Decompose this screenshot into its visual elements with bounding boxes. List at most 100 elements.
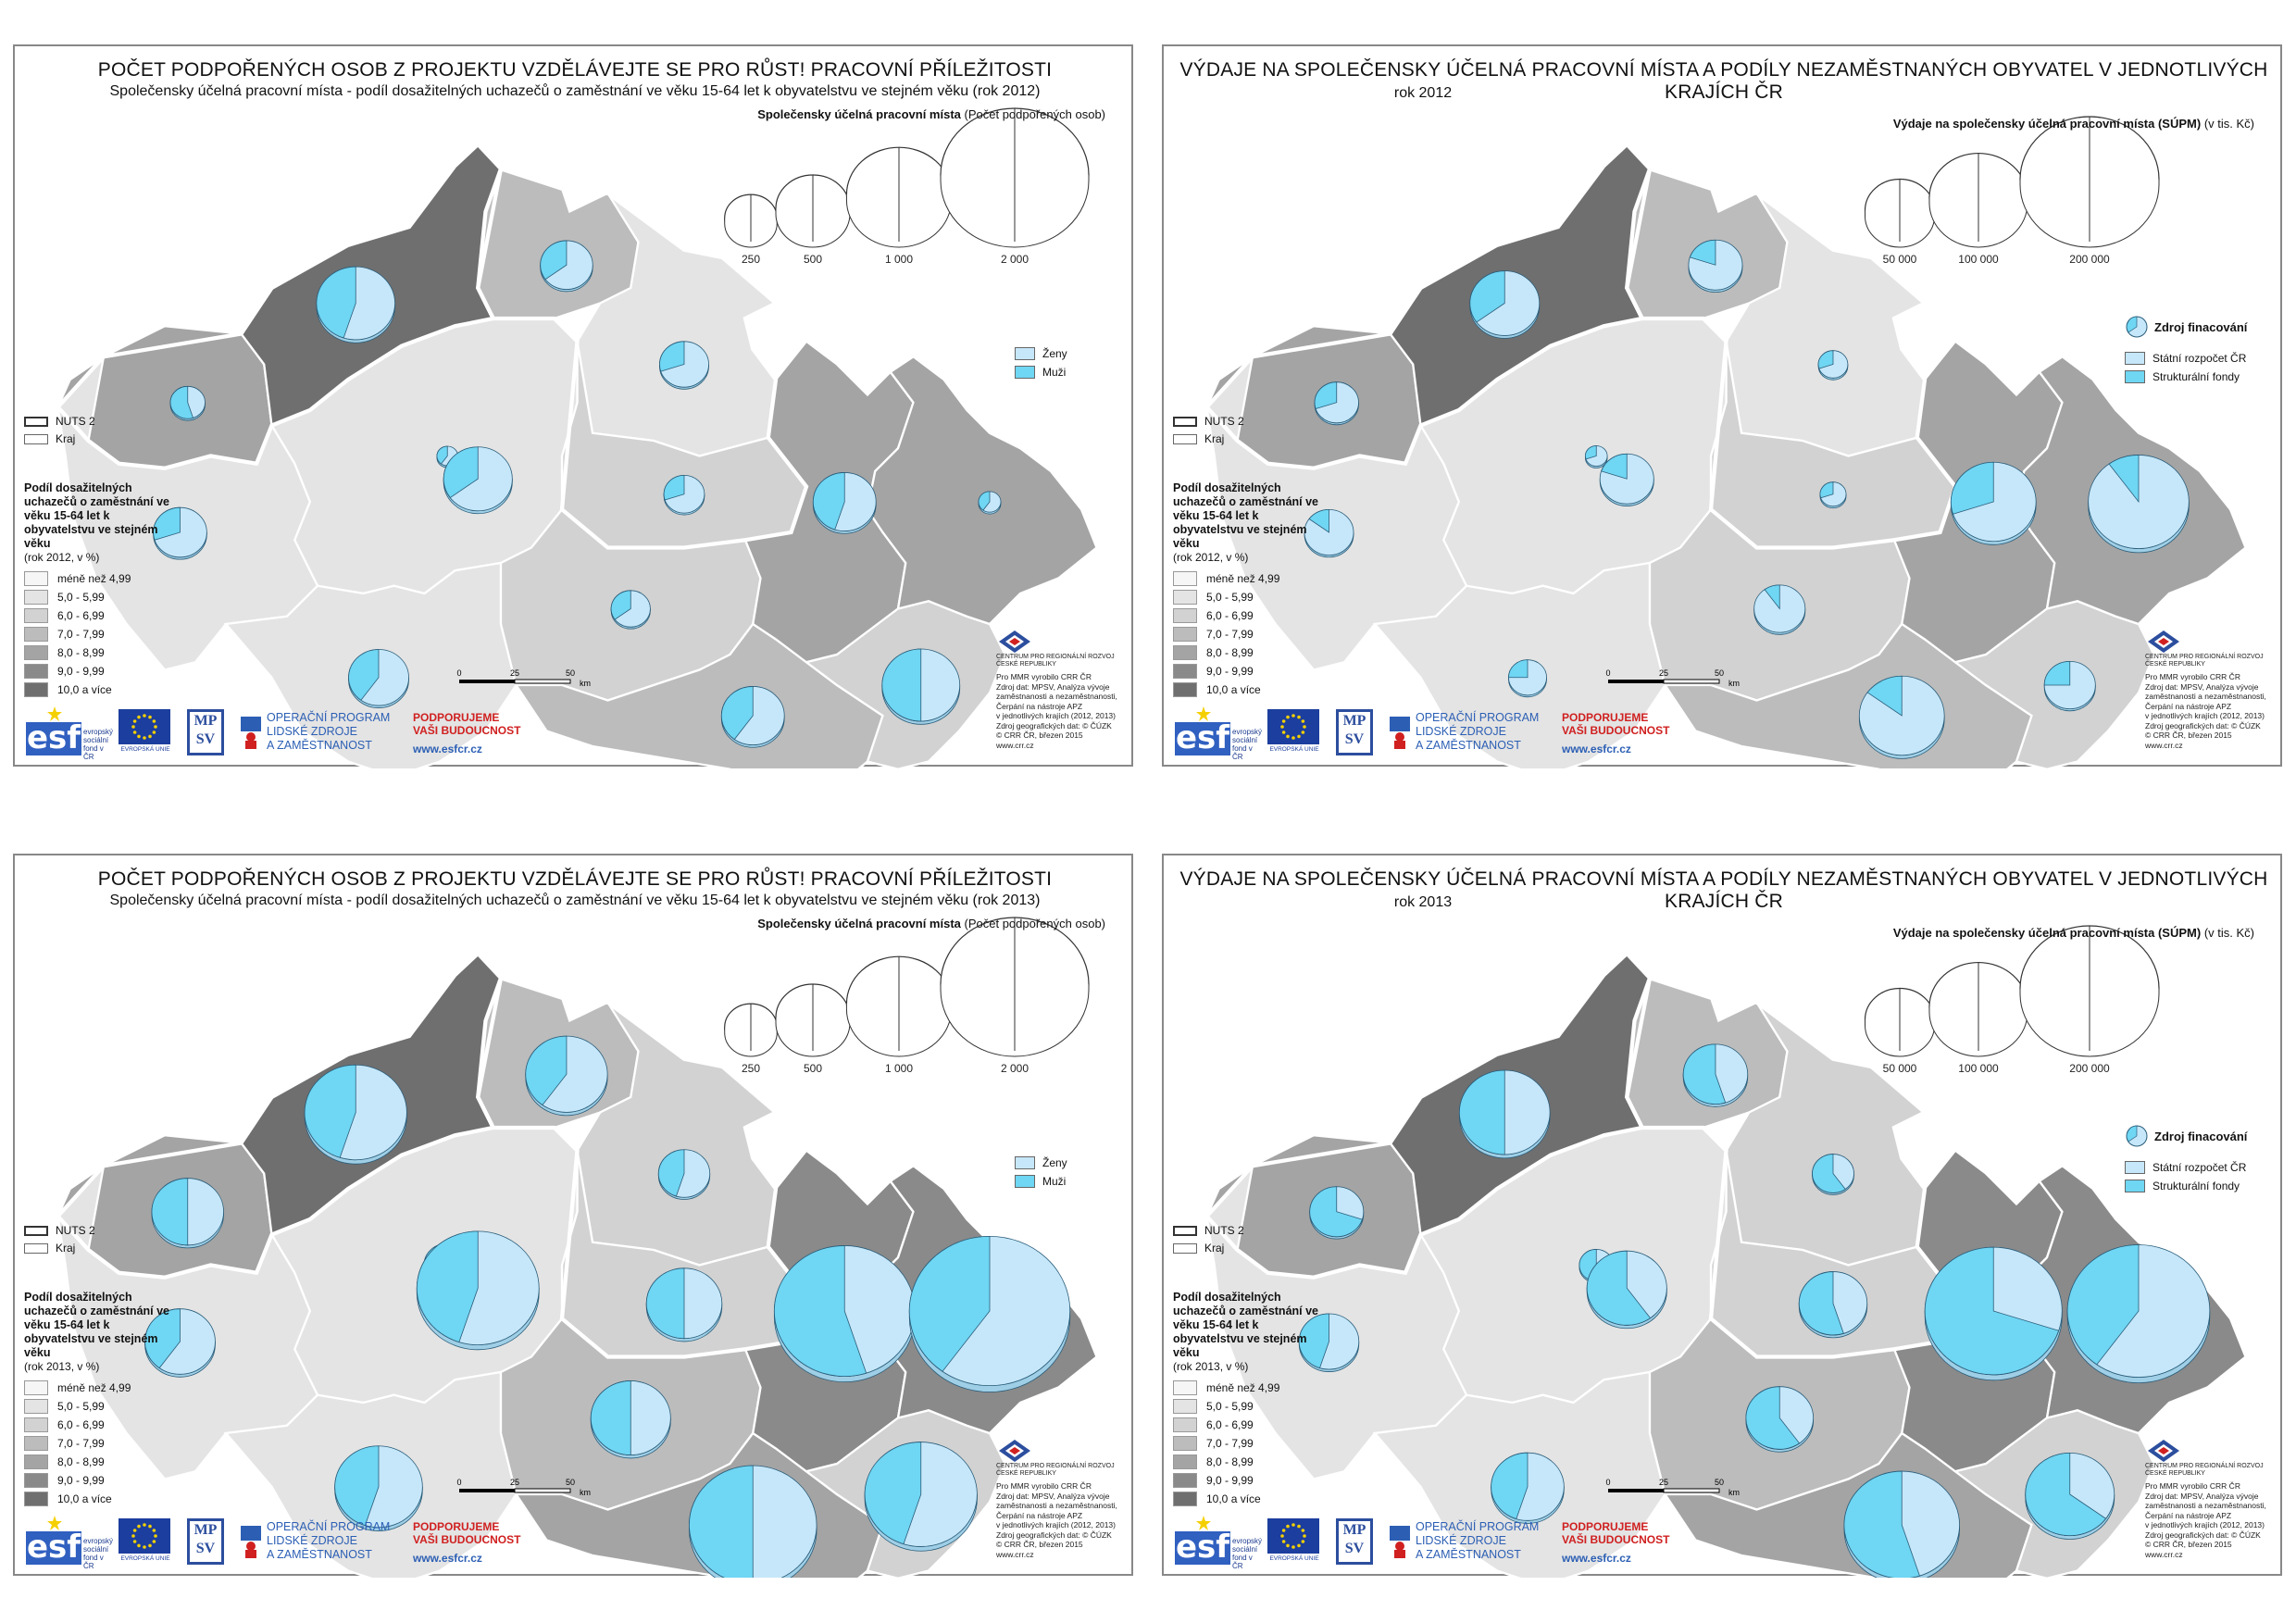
credits-line: v jednotlivých krajích (2012, 2013) [2145, 711, 2265, 720]
oppl-caption-line: OPERAČNÍ PROGRAM [267, 711, 391, 724]
choropleth-legend-title: Podíl dosažitelných uchazečů o zaměstnán… [24, 1291, 170, 1359]
choropleth-map: 0 25 50 km [1204, 116, 2247, 768]
credits-line: v jednotlivých krajích (2012, 2013) [996, 1520, 1116, 1529]
boundary-legend-label: Kraj [1204, 432, 1225, 445]
boundary-legend-item: NUTS 2 [1173, 1224, 1244, 1237]
size-legend-value: 50 000 [1882, 253, 1917, 266]
choropleth-swatch [1173, 1399, 1197, 1414]
panel-subtitle: rok 2013 [1393, 894, 1453, 910]
credits-line: Zdroj geografických dat: © ČÚZK [996, 720, 1112, 730]
pie-vy [610, 590, 651, 630]
choropleth-legend-label: 5,0 - 5,99 [57, 1400, 105, 1413]
credits-line: Zdroj dat: MPSV, Analýza vývoje [2145, 1491, 2259, 1501]
pie-ol [1924, 1246, 2063, 1381]
mpsv-line: SV [195, 1541, 216, 1556]
pie-legend-icon [2126, 316, 2148, 338]
scale-tick: 50 [1715, 668, 1724, 678]
pie-li [525, 1035, 608, 1117]
choropleth-legend-label: 10,0 a více [57, 1492, 112, 1505]
choropleth-legend-label: 5,0 - 5,99 [1206, 1400, 1254, 1413]
mpsv-line: MP [193, 713, 218, 729]
boundary-legend-item: Kraj [24, 432, 95, 445]
website-link[interactable]: www.esfcr.cz [413, 1552, 482, 1565]
esf-wordmark: esf [1175, 1529, 1230, 1566]
esf-stars-icon [47, 706, 62, 721]
choropleth-legend-year: (rok 2013, v %) [24, 1360, 100, 1373]
esf-logo: esf evropský sociální fond v ČR [24, 705, 113, 761]
choropleth-legend-item: 5,0 - 5,99 [1173, 588, 1321, 606]
oppl-caption-line: OPERAČNÍ PROGRAM [1416, 711, 1540, 724]
choropleth-legend-label: 7,0 - 7,99 [57, 1437, 105, 1450]
choropleth-legend-item: 9,0 - 9,99 [24, 662, 172, 680]
credits-block: CENTRUM PRO REGIONÁLNÍ ROZVOJ ČESKÉ REPU… [2145, 630, 2275, 750]
light-swatch [2125, 352, 2145, 365]
scale-tick: 0 [456, 1478, 461, 1487]
choropleth-legend-label: méně než 4,99 [1206, 572, 1280, 585]
choropleth-legend-item: 10,0 a více [1173, 680, 1321, 699]
nuts2-border [1625, 166, 1958, 550]
esf-caption-line: sociální [83, 736, 109, 744]
scale-bar: 0 25 50 km [1605, 668, 1740, 688]
choropleth-legend-label: 7,0 - 7,99 [1206, 1437, 1254, 1450]
series-legend-item: Ženy [1015, 1156, 1067, 1169]
choropleth-swatch [24, 1454, 48, 1469]
choropleth-legend-item: 6,0 - 6,99 [24, 606, 172, 625]
eu-logo: EVROPSKÁ UNIE [119, 1518, 172, 1568]
pie-vy [1745, 1386, 1815, 1453]
size-legend-value: 500 [803, 253, 823, 266]
size-legend [1864, 925, 2160, 1057]
choropleth-legend-label: méně než 4,99 [1206, 1381, 1280, 1394]
choropleth-legend-item: 6,0 - 6,99 [1173, 606, 1321, 625]
choropleth-legend-label: méně než 4,99 [57, 1381, 131, 1394]
mpsv-logo: MP SV [1336, 709, 1373, 755]
oppl-caption-line: OPERAČNÍ PROGRAM [1416, 1520, 1540, 1533]
pie-ms [2066, 1244, 2211, 1383]
pie-kv [1309, 1186, 1365, 1240]
scale-tick: 50 [1715, 1478, 1724, 1487]
website-link[interactable]: www.esfcr.cz [1562, 1552, 1631, 1565]
slogan: PODPORUJEME VAŠI BUDOUCNOST www.esfcr.cz [1562, 711, 1669, 755]
credits-line: www.crr.cz [996, 1549, 1034, 1559]
credits-line: www.crr.cz [2145, 740, 2183, 750]
credits-line: zaměstnanosti a nezaměstnanosti, [996, 1501, 1117, 1510]
credits-line: Zdroj dat: MPSV, Analýza vývoje [996, 1491, 1110, 1501]
nuts2-swatch [24, 416, 48, 427]
oppl-caption: OPERAČNÍ PROGRAM LIDSKÉ ZDROJE A ZAMĚSTNAN… [1416, 711, 1539, 753]
credits-line: Pro MMR vyrobilo CRR ČR [996, 1481, 1092, 1491]
scale-bar: 0 25 50 km [456, 668, 591, 688]
choropleth-legend-label: 6,0 - 6,99 [1206, 1418, 1254, 1431]
pie-stc [1586, 1250, 1667, 1329]
kraj-swatch [24, 1242, 48, 1254]
eu-stars-icon [1280, 714, 1306, 740]
credits-line: zaměstnanosti a nezaměstnanosti, [996, 692, 1117, 701]
slogan-line: PODPORUJEME [413, 1520, 500, 1533]
slogan-line: PODPORUJEME [413, 711, 500, 724]
nuts2-swatch [24, 1225, 48, 1236]
eu-caption: EVROPSKÁ UNIE [1269, 746, 1319, 753]
series-legend-item: Strukturální fondy [2125, 1180, 2247, 1192]
slogan-line: VAŠI BUDOUCNOST [413, 1533, 521, 1546]
choropleth-legend-label: 9,0 - 9,99 [1206, 1474, 1254, 1487]
oppl-caption-line: A ZAMĚSTNANOST [267, 1548, 372, 1561]
series-legend: Ženy Muži [1015, 347, 1067, 384]
boundary-legend-item: NUTS 2 [24, 1224, 95, 1237]
light-swatch [1015, 347, 1035, 360]
nuts2-border [476, 975, 809, 1359]
credits-line: Pro MMR vyrobilo CRR ČR [2145, 672, 2240, 681]
scale-tick: 25 [1659, 668, 1668, 678]
choropleth-legend: Podíl dosažitelných uchazečů o zaměstnán… [1173, 481, 1321, 699]
pie-pa [1798, 1271, 1868, 1339]
size-legend-value: 1 000 [884, 1062, 914, 1075]
size-legend [724, 107, 1090, 248]
slogan-line: PODPORUJEME [1562, 1520, 1649, 1533]
esf-caption-line: sociální [1232, 736, 1258, 744]
esf-caption-line: sociální [1232, 1545, 1258, 1554]
size-legend-label: Výdaje na společensky účelná pracovní mí… [1892, 117, 2202, 131]
pie-jm [1858, 675, 1945, 759]
website-link[interactable]: www.esfcr.cz [413, 743, 482, 755]
pie-ol [1950, 461, 2037, 545]
pie-jc [334, 1445, 423, 1531]
mpsv-line: MP [1342, 1522, 1366, 1538]
website-link[interactable]: www.esfcr.cz [1562, 743, 1631, 755]
choropleth-legend-label: 7,0 - 7,99 [1206, 628, 1254, 641]
